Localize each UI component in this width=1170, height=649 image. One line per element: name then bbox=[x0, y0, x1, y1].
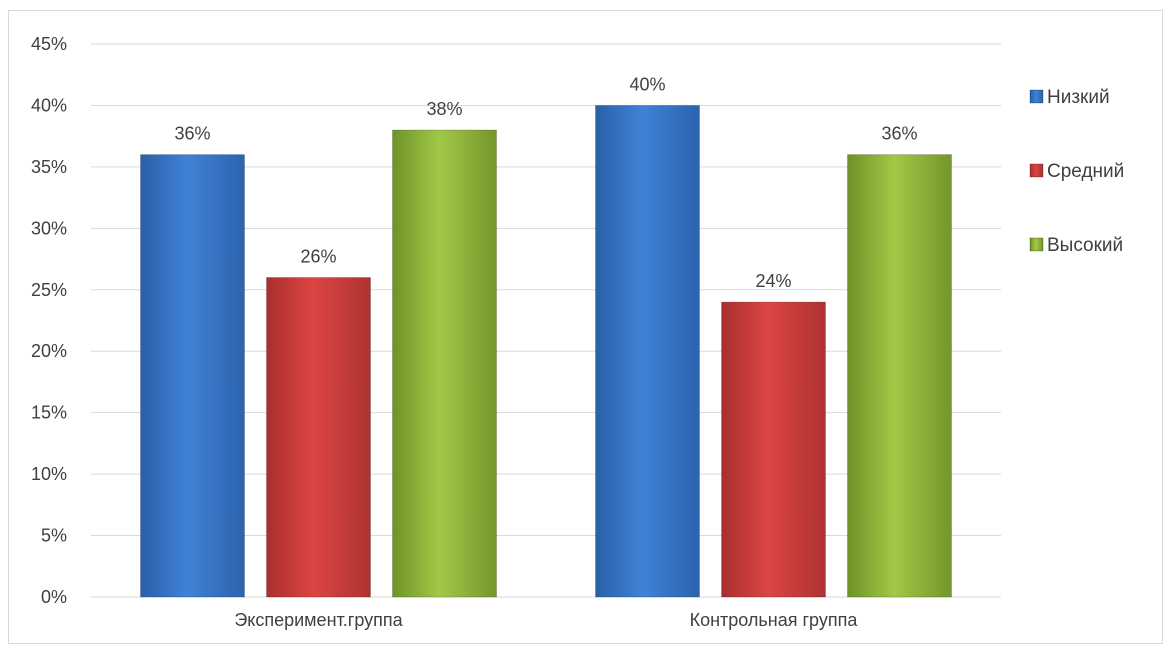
data-label: 38% bbox=[426, 99, 462, 119]
y-tick-label: 30% bbox=[31, 218, 67, 238]
legend-swatch bbox=[1029, 163, 1044, 178]
legend-label: Низкий bbox=[1047, 87, 1110, 108]
data-label: 36% bbox=[881, 124, 917, 144]
legend-swatch bbox=[1029, 237, 1044, 252]
bar bbox=[392, 129, 497, 598]
y-tick-label: 0% bbox=[41, 587, 67, 607]
legend-swatch bbox=[1029, 89, 1044, 104]
x-category-label: Эксперимент.группа bbox=[234, 610, 403, 630]
bar bbox=[266, 276, 371, 598]
bar-chart: 0% 5% 10% 15% 20% 25% 30% 35% 40% 45% 36% 26% 38% 40… bbox=[31, 34, 1124, 630]
y-tick-label: 25% bbox=[31, 280, 67, 300]
data-label: 26% bbox=[300, 246, 336, 266]
chart-frame: 0% 5% 10% 15% 20% 25% 30% 35% 40% 45% 36% 26% 38% 40… bbox=[8, 10, 1163, 644]
bar bbox=[847, 154, 952, 598]
y-tick-label: 40% bbox=[31, 95, 67, 115]
legend-label: Высокий bbox=[1047, 235, 1123, 256]
y-tick-label: 15% bbox=[31, 403, 67, 423]
y-tick-label: 5% bbox=[41, 526, 67, 546]
bar bbox=[721, 301, 826, 598]
data-label: 40% bbox=[629, 74, 665, 94]
y-tick-label: 45% bbox=[31, 34, 67, 54]
bars bbox=[140, 104, 952, 598]
x-category-label: Контрольная группа bbox=[690, 610, 859, 630]
legend-label: Средний bbox=[1047, 161, 1124, 182]
y-tick-label: 35% bbox=[31, 157, 67, 177]
data-label: 36% bbox=[174, 124, 210, 144]
data-labels: 36% 26% 38% 40% 24% 36% bbox=[174, 74, 917, 291]
legend: Низкий Средний Высокий bbox=[1029, 87, 1124, 256]
y-axis-ticks: 0% 5% 10% 15% 20% 25% 30% 35% 40% 45% bbox=[31, 34, 67, 607]
x-axis-categories: Эксперимент.группа Контрольная группа bbox=[234, 610, 858, 630]
bar bbox=[595, 104, 700, 598]
y-tick-label: 10% bbox=[31, 464, 67, 484]
data-label: 24% bbox=[755, 271, 791, 291]
bar bbox=[140, 154, 245, 598]
y-tick-label: 20% bbox=[31, 341, 67, 361]
